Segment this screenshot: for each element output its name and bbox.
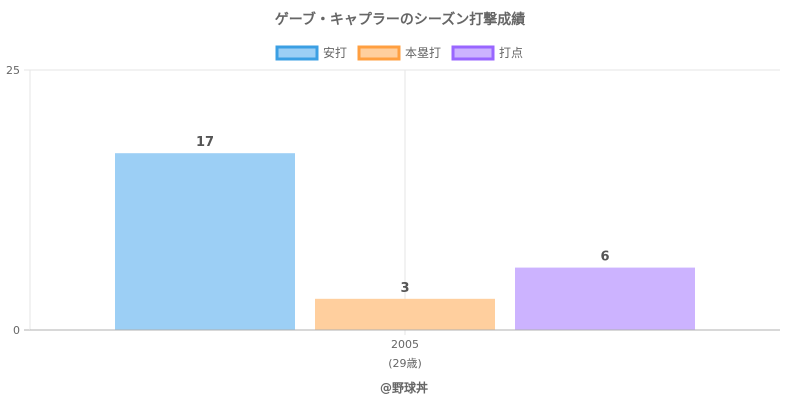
legend-label[interactable]: 本塁打 <box>405 46 441 60</box>
y-tick-label: 0 <box>13 324 20 337</box>
data-label: 6 <box>600 250 609 265</box>
bars <box>115 153 695 330</box>
data-label: 3 <box>400 281 409 296</box>
legend: 安打 本塁打 打点 <box>275 45 523 61</box>
legend-swatch[interactable] <box>275 45 319 61</box>
x-tick-sublabel: (29歳) <box>388 357 422 370</box>
footer-credit: @野球丼 <box>380 380 428 395</box>
legend-swatch[interactable] <box>357 45 401 61</box>
legend-label[interactable]: 打点 <box>499 46 523 60</box>
bar-打点[interactable] <box>515 267 695 330</box>
legend-label[interactable]: 安打 <box>323 45 347 60</box>
bar-安打[interactable] <box>115 153 295 330</box>
axes: 0 25 2005 (29歳) <box>6 64 780 370</box>
bar-本塁打[interactable] <box>315 298 495 330</box>
x-tick-label: 2005 <box>391 338 419 351</box>
legend-swatch[interactable] <box>451 45 495 61</box>
data-label: 17 <box>196 135 214 150</box>
y-tick-label: 25 <box>6 64 20 77</box>
chart-title: ゲーブ・キャプラーのシーズン打撃成績 <box>275 11 525 28</box>
